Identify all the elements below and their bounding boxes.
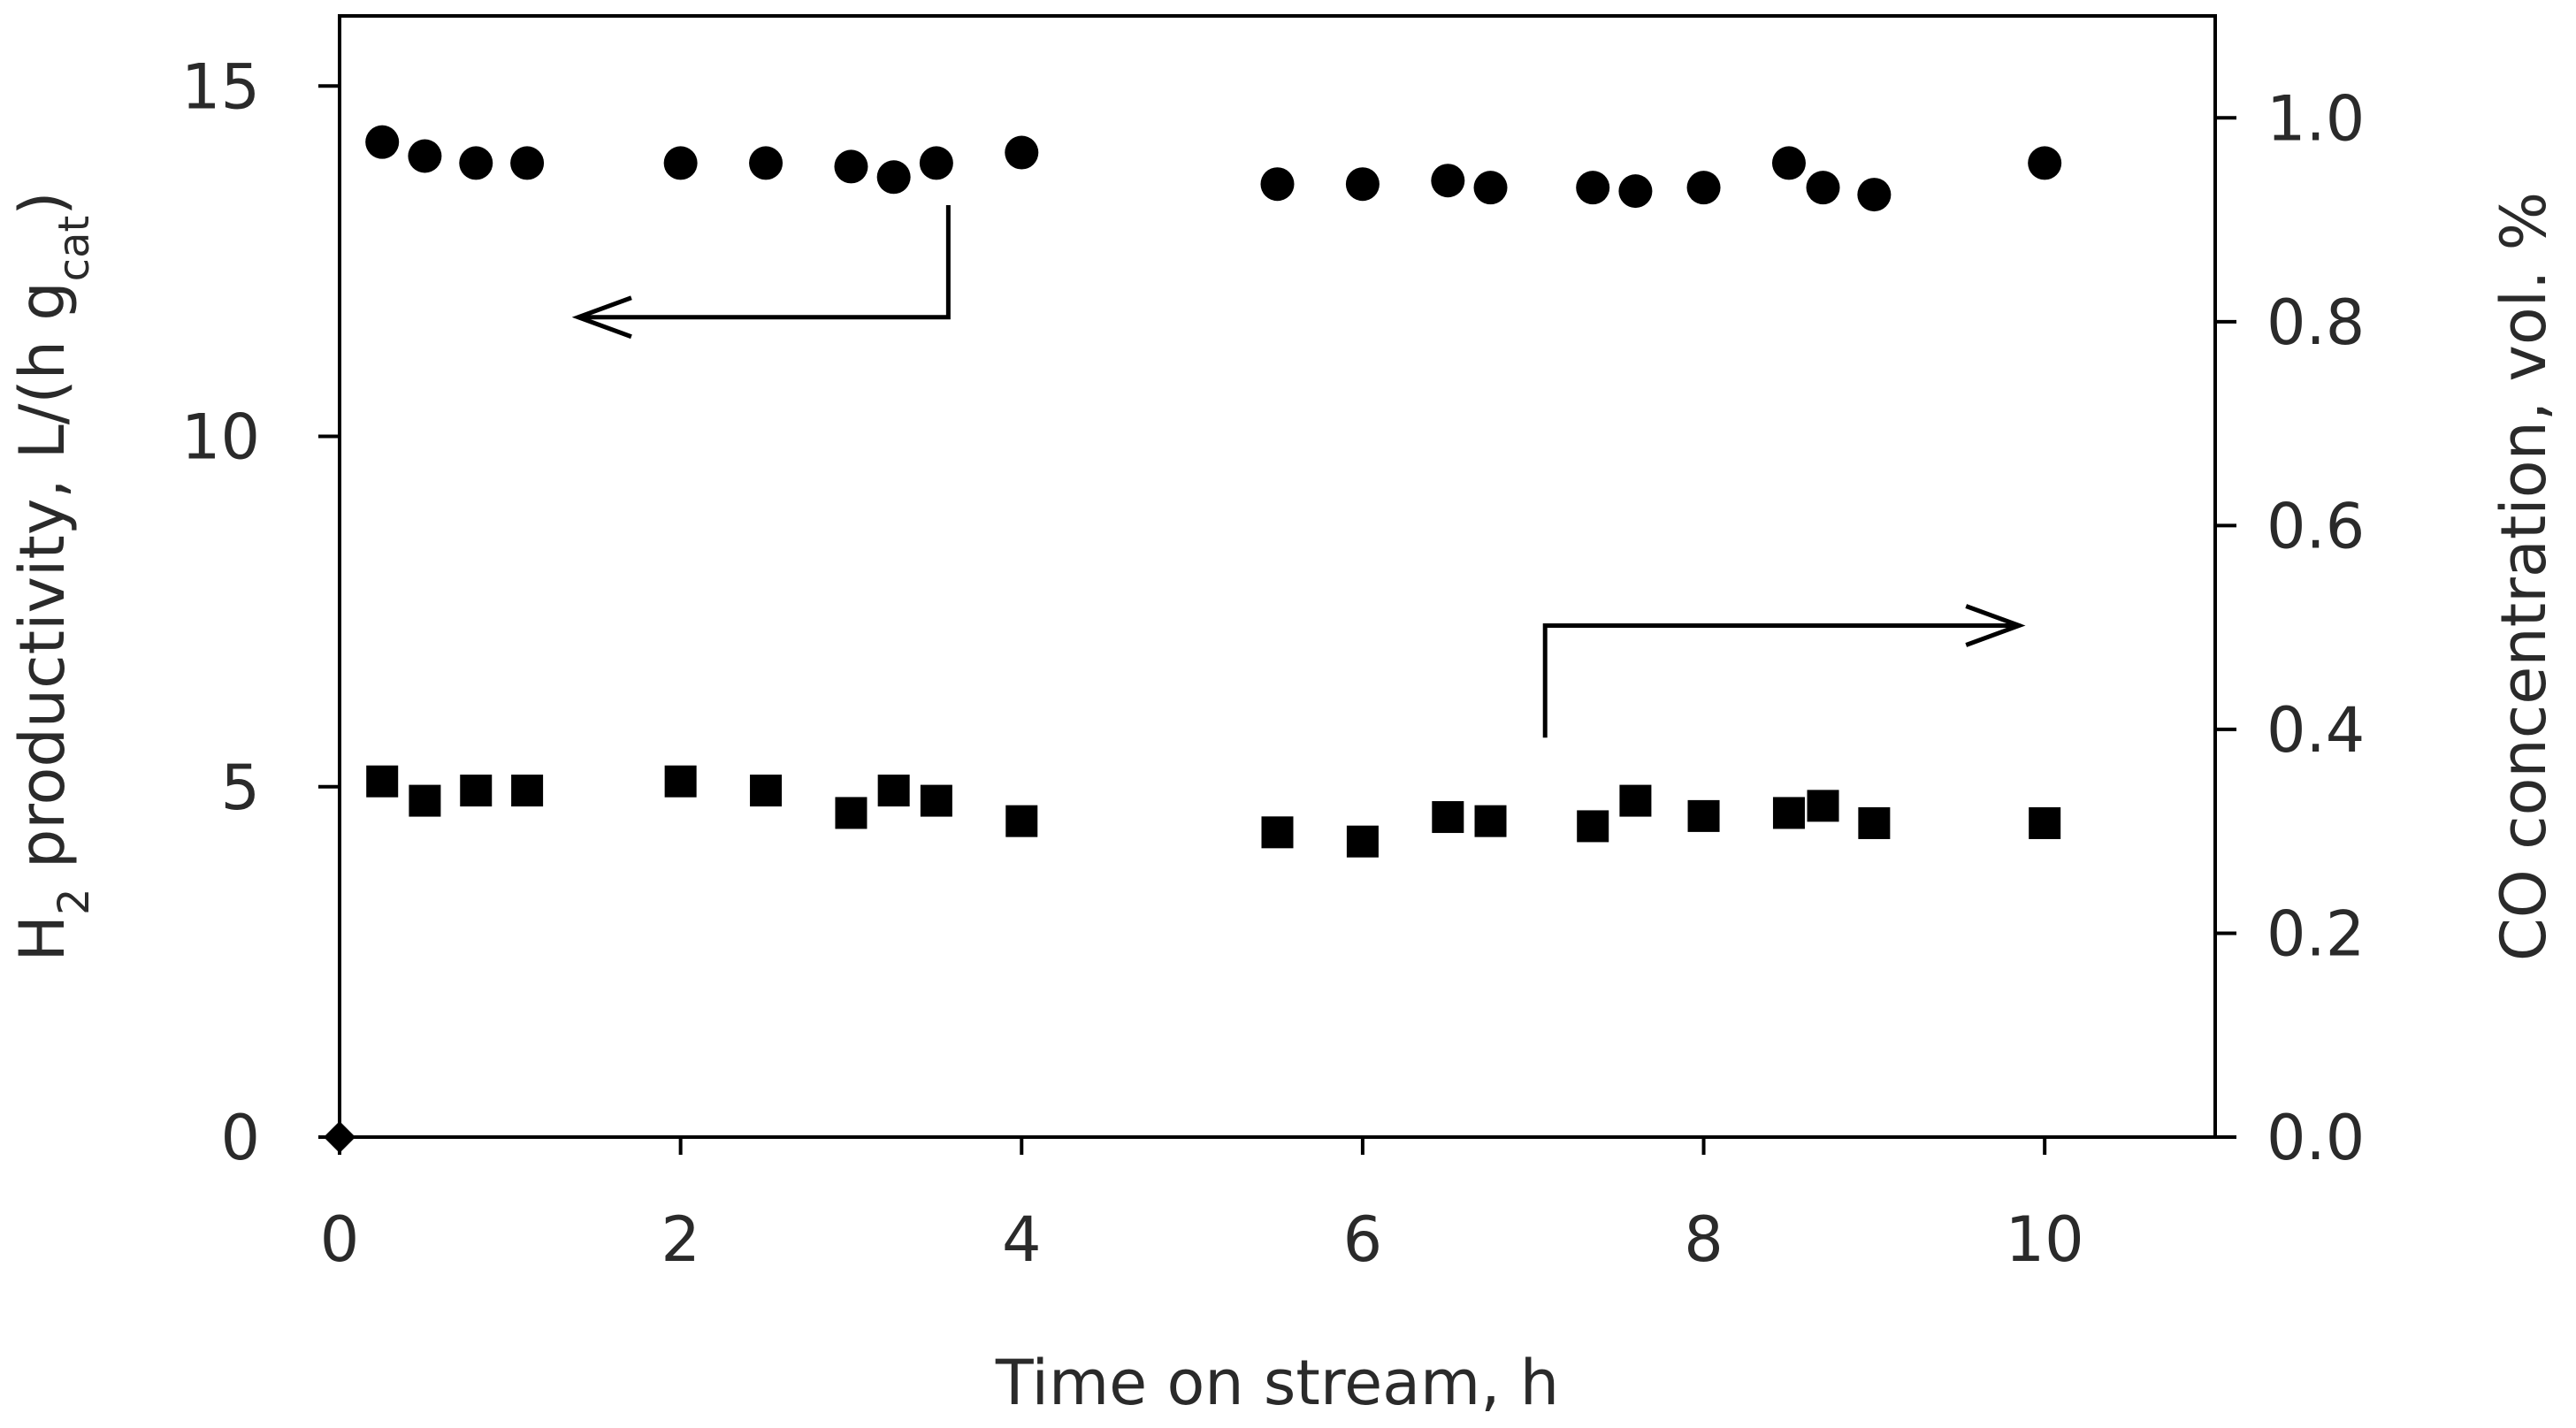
left-y-axis-label-end: ) xyxy=(6,191,79,215)
square-point xyxy=(1577,810,1609,843)
arrowhead-right-axis xyxy=(1965,604,2026,647)
circle-point xyxy=(1260,167,1295,202)
circle-point xyxy=(749,146,784,180)
diamond-point xyxy=(324,1121,355,1153)
square-point xyxy=(835,797,868,829)
circle-point xyxy=(834,149,868,184)
arrow-to-left-axis xyxy=(577,204,951,320)
square-point xyxy=(1858,806,1891,839)
circle-point xyxy=(1005,135,1039,170)
square-point xyxy=(1772,797,1805,829)
x-axis-ticks: 0 2 4 6 8 10 xyxy=(320,1137,2084,1276)
circle-point xyxy=(1473,171,1508,205)
arrow-to-right-axis xyxy=(1542,622,2020,738)
plot-frame xyxy=(338,14,2217,1139)
left-y-tick-label: 10 xyxy=(181,401,260,474)
right-y-axis-label: CO concentration, vol. % xyxy=(2488,192,2560,961)
x-tick-label: 2 xyxy=(661,1203,700,1276)
circle-point xyxy=(459,146,493,180)
circle-point xyxy=(1686,171,1721,205)
circle-point xyxy=(1576,171,1610,205)
circle-point xyxy=(1431,164,1465,198)
square-point xyxy=(1432,801,1464,834)
square-point xyxy=(2029,806,2061,839)
square-point xyxy=(409,784,441,817)
square-point xyxy=(1346,825,1379,858)
x-tick-label: 4 xyxy=(1002,1203,1042,1276)
x-tick-label: 10 xyxy=(2006,1203,2084,1276)
circle-point xyxy=(408,139,442,173)
left-y-axis-ticks: 0 5 10 15 xyxy=(181,50,340,1174)
left-y-axis-label-subscript-cat: cat xyxy=(50,216,99,282)
circle-point xyxy=(510,146,545,180)
axes xyxy=(338,14,2217,1139)
circle-point xyxy=(919,146,953,180)
left-y-axis-label-subscript: 2 xyxy=(50,888,99,915)
square-point xyxy=(920,784,952,817)
square-point xyxy=(460,775,493,807)
circle-point xyxy=(1618,174,1653,209)
square-point xyxy=(1619,784,1652,817)
x-axis-label: Time on stream, h xyxy=(995,1347,1559,1419)
circle-point xyxy=(1345,167,1380,202)
circle-point xyxy=(1771,146,1806,180)
square-point xyxy=(511,775,544,807)
square-point xyxy=(1687,799,1720,832)
left-y-axis-label-middle: productivity, L/(h g xyxy=(6,281,79,888)
left-y-tick-label: 0 xyxy=(220,1102,260,1174)
square-point xyxy=(877,775,910,807)
left-y-axis-label: H2 productivity, L/(h gcat) xyxy=(6,191,99,961)
circle-point xyxy=(663,146,698,180)
arrowhead-left-axis xyxy=(571,295,632,340)
right-y-tick-label: 0.8 xyxy=(2266,286,2365,359)
square-point xyxy=(750,775,783,807)
left-y-tick-label: 5 xyxy=(220,752,260,824)
right-y-tick-label: 0.6 xyxy=(2266,490,2365,562)
right-y-axis-ticks: 0.0 0.2 0.4 0.6 0.8 1.0 xyxy=(2215,82,2365,1174)
data-points xyxy=(324,125,2062,1153)
square-point xyxy=(664,765,697,798)
square-point xyxy=(1474,805,1507,837)
circle-point xyxy=(1857,178,1892,212)
square-point xyxy=(1261,816,1294,849)
circle-point xyxy=(365,125,400,159)
annotation-arrows xyxy=(571,204,2026,738)
circle-point xyxy=(1806,171,1840,205)
square-point xyxy=(366,765,399,798)
left-y-axis-label-main: H xyxy=(6,915,79,962)
left-y-tick-label: 15 xyxy=(181,50,260,123)
x-tick-label: 8 xyxy=(1684,1203,1724,1276)
x-tick-label: 0 xyxy=(320,1203,360,1276)
right-y-tick-label: 0.2 xyxy=(2266,897,2365,970)
square-point xyxy=(1005,805,1038,837)
square-point xyxy=(1807,790,1839,822)
right-y-tick-label: 0.0 xyxy=(2266,1102,2365,1174)
circle-point xyxy=(2028,146,2062,180)
circle-point xyxy=(876,160,911,195)
right-y-tick-label: 1.0 xyxy=(2266,82,2365,155)
right-y-tick-label: 0.4 xyxy=(2266,694,2365,767)
x-tick-label: 6 xyxy=(1343,1203,1383,1276)
